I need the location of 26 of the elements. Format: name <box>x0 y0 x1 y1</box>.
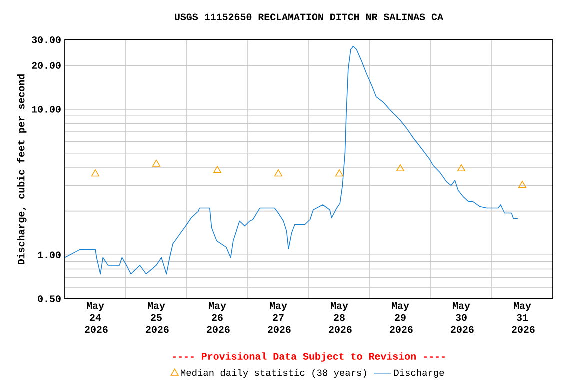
point <box>213 166 222 174</box>
legend-label: Discharge <box>394 369 444 378</box>
text: ---- Provisional Data Subject to Revision ---- <box>173 352 445 362</box>
x-tick-label: May 27 2026 <box>268 302 291 334</box>
point <box>518 181 527 188</box>
x-tick-label: May 31 2026 <box>512 302 535 334</box>
x-tick-label: May 24 2026 <box>85 302 108 334</box>
point <box>91 170 100 177</box>
legend-label: Median daily statistic (38 years) <box>181 369 366 378</box>
point <box>152 160 161 167</box>
point <box>335 170 344 177</box>
y-tick-label: 0.50 <box>38 296 61 302</box>
y-tick-label: 20.00 <box>32 62 61 70</box>
point <box>457 164 466 172</box>
y-tick-label: 10.00 <box>32 106 61 113</box>
y-axis-title: Discharge, cubic feet per second <box>17 74 27 264</box>
x-tick-label: May 25 2026 <box>146 302 169 334</box>
x-tick-label: May 30 2026 <box>451 302 474 334</box>
point <box>396 164 405 172</box>
x-tick-label: May 28 2026 <box>329 302 352 334</box>
chart-title: USGS 11152650 RECLAMATION DITCH NR SALINAS CA <box>175 14 444 20</box>
y-tick-label: 1.00 <box>38 252 61 259</box>
x-tick-label: May 29 2026 <box>390 302 413 334</box>
y-tick-label: 30.00 <box>32 36 61 44</box>
point <box>274 170 283 177</box>
x-tick-label: May 26 2026 <box>207 302 230 334</box>
